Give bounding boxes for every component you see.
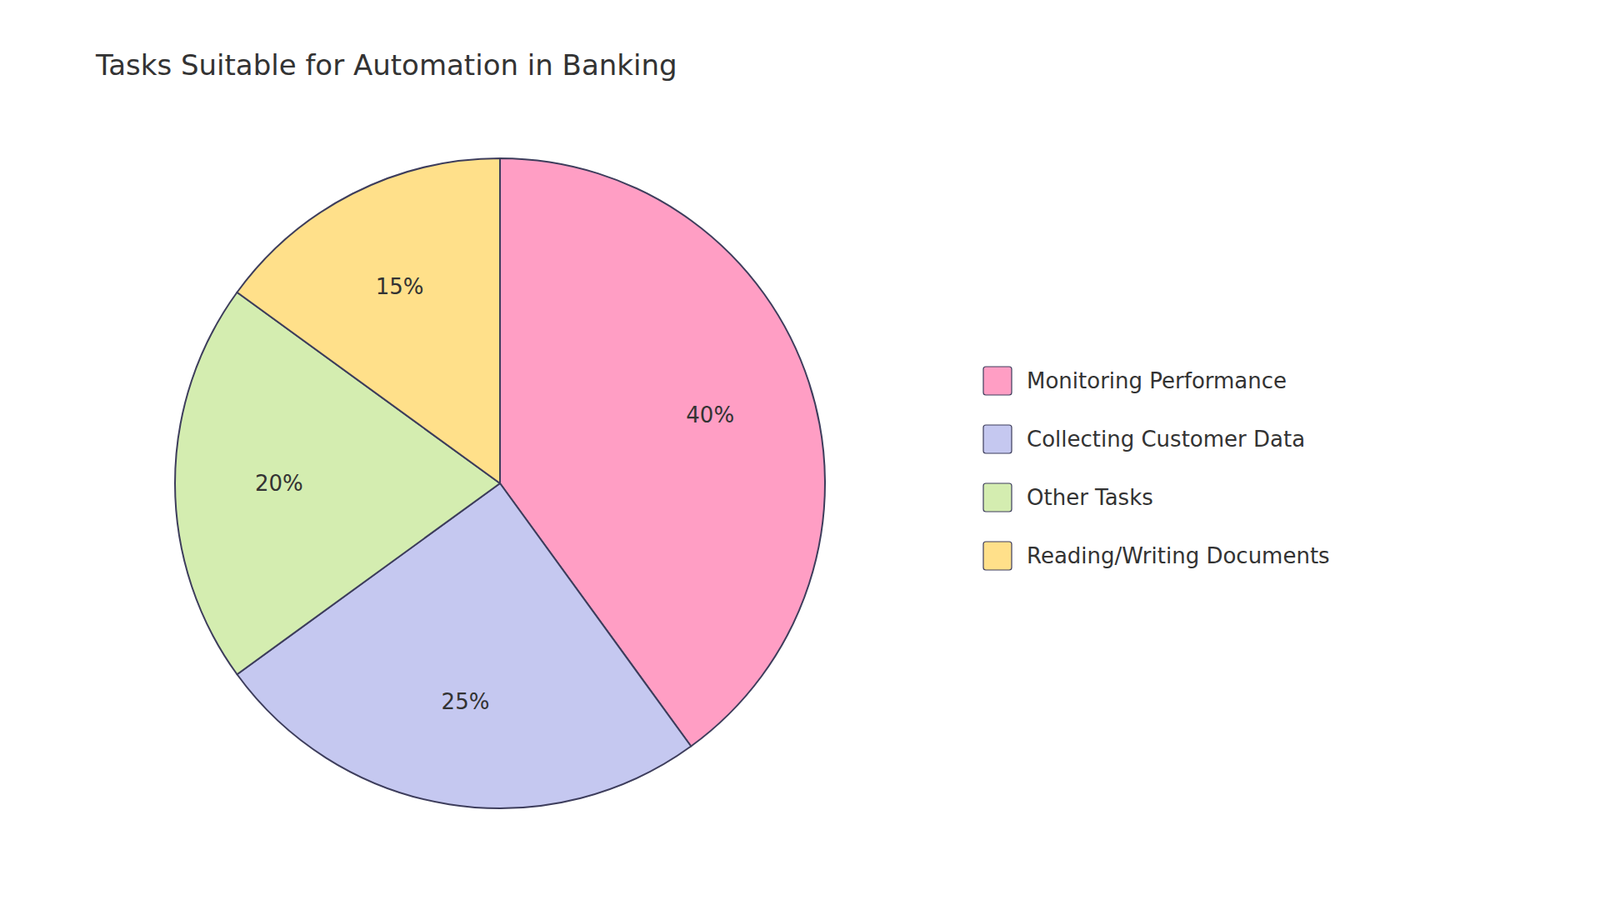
data-label: 20% — [255, 470, 304, 496]
pie-slice — [236, 158, 500, 484]
chart-container: Tasks Suitable for Automation in Banking… — [0, 0, 1600, 900]
legend-label: Other Tasks — [1026, 485, 1154, 510]
legend-swatch — [983, 541, 1012, 570]
legend-swatch — [983, 366, 1012, 395]
background — [0, 0, 1600, 900]
data-label: 15% — [375, 274, 425, 300]
legend-label: Reading/Writing Documents — [1026, 543, 1330, 569]
data-label: 40% — [685, 402, 735, 428]
legend-label: Monitoring Performance — [1026, 368, 1287, 394]
legend: Monitoring Performance Collecting Custome… — [983, 366, 1330, 570]
legend-swatch — [983, 483, 1012, 512]
data-labels: 40% 25% 20% 15% — [255, 274, 735, 715]
chart-svg: Tasks Suitable for Automation in Banking… — [0, 0, 1600, 900]
data-label: 25% — [441, 689, 490, 715]
legend-swatch — [983, 425, 1012, 454]
legend-label: Collecting Customer Data — [1026, 426, 1305, 452]
slices — [175, 158, 825, 809]
chart-title: Tasks Suitable for Automation in Banking — [95, 48, 678, 82]
